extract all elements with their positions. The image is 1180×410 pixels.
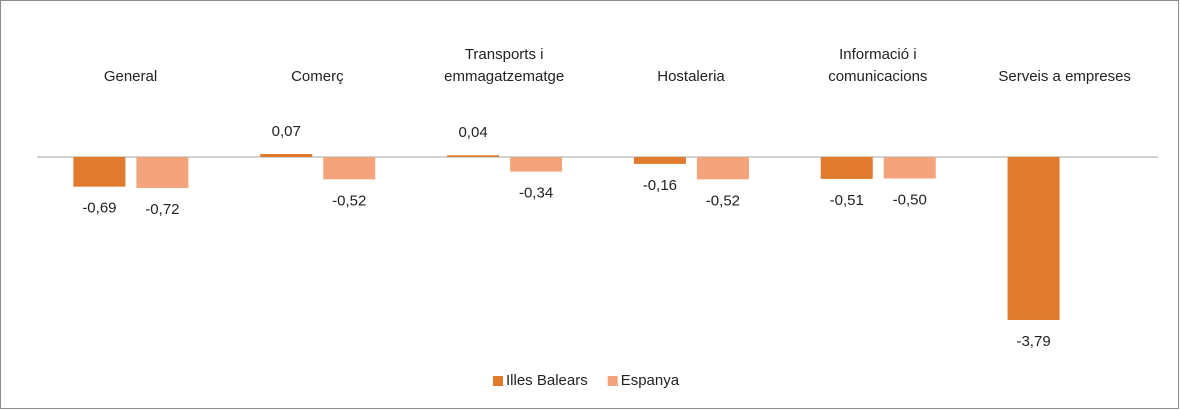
- bar: [696, 157, 749, 180]
- data-label: -0,52: [706, 192, 740, 209]
- data-label: -0,50: [893, 191, 927, 208]
- data-label: -0,51: [830, 192, 864, 209]
- category-label: Informació i comunicacions: [828, 46, 928, 85]
- legend-label: Espanya: [621, 372, 680, 389]
- bar: [447, 155, 500, 157]
- bar: [820, 157, 873, 179]
- legend-swatch: [607, 376, 618, 386]
- data-label: -0,69: [82, 200, 116, 217]
- data-label: 0,07: [272, 123, 301, 140]
- data-label: -0,34: [519, 185, 553, 202]
- bar: [73, 157, 126, 187]
- bar: [1007, 157, 1060, 320]
- category-label: General: [103, 68, 158, 85]
- data-label: -0,16: [643, 177, 677, 194]
- legend-label: Illes Balears: [506, 372, 588, 389]
- bar: [136, 157, 189, 188]
- bar: [883, 157, 936, 179]
- category-label: Hostaleria: [657, 68, 725, 85]
- data-label: -0,72: [145, 201, 179, 218]
- bar: [510, 157, 563, 172]
- legend-swatch: [493, 376, 503, 386]
- category-label: Comerç: [291, 68, 344, 85]
- category-label: Transports i emmagatzematge: [444, 46, 565, 85]
- category-label: Serveis a empreses: [998, 68, 1131, 85]
- data-label: -3,79: [1016, 333, 1050, 350]
- bar: [323, 157, 376, 180]
- bar: [260, 153, 313, 157]
- data-label: -0,52: [332, 192, 366, 209]
- data-label: 0,04: [458, 124, 487, 141]
- bar: [633, 157, 686, 164]
